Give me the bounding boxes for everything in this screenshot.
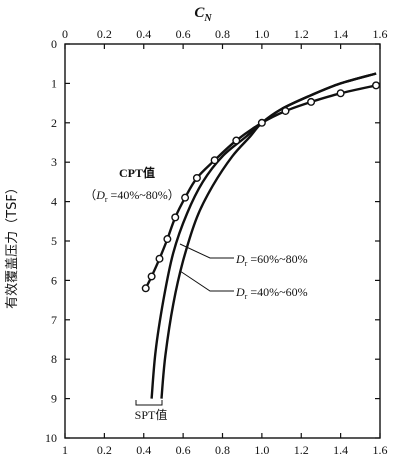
cpt-point [155,254,164,263]
cpt-point [336,89,345,98]
cpt-point [163,235,172,244]
y-tick-label: 3 [51,155,57,169]
y-tick-label: 6 [51,273,57,287]
x-top-tick-label: 1.4 [333,27,348,41]
x-bottom-tick-label: 1 [62,443,68,457]
x-top-tick-label: 1.2 [294,27,309,41]
x-bottom-tick-label: 1.2 [294,443,309,457]
x-bottom-tick-label: 0.6 [176,443,191,457]
y-axis-title: 有效覆盖压力（TSF） [5,181,20,309]
plot-frame [64,43,381,439]
x-top-tick-label: 1.6 [373,27,388,41]
y-tick-label: 7 [51,313,57,327]
y-tick-label: 9 [51,392,57,406]
x-top-tick-label: 0.8 [215,27,230,41]
cpt-point [281,106,290,115]
cpt-point [141,284,150,293]
cpt-point [171,213,180,222]
x-bottom-tick-label: 0.8 [215,443,230,457]
dr-40-60-curve [160,72,377,399]
cpt-label: CPT值 [119,165,155,180]
x-top-tick-label: 0.2 [97,27,112,41]
axis-ticks: 0 1 0.2 0.2 0.4 0.4 0.6 0.6 0.8 0.8 1.0 1.0 1.2 1.2 1.… [45,27,388,457]
d60-80-label: Dr =60%~80% [235,252,308,268]
cpt-sublabel: （Dr =40%~80%） [84,188,180,204]
spt-label: SPT值 [135,407,168,422]
x-top-tick-label: 0 [62,27,68,41]
cpt-point [181,193,190,202]
x-top-tick-label: 0.4 [136,27,151,41]
x-top-tick-label: 1.0 [254,27,269,41]
x-axis-title: CN [194,5,212,24]
d40-60-label: Dr =40%~60% [235,285,308,301]
y-tick-label: 10 [45,431,57,445]
x-bottom-tick-label: 0.2 [97,443,112,457]
cpt-point [232,136,241,145]
y-tick-label: 4 [51,195,57,209]
y-tick-label: 2 [51,116,57,130]
x-axis-title-sub: N [203,13,212,24]
x-bottom-tick-label: 1.0 [254,443,269,457]
x-bottom-tick-label: 0.4 [136,443,151,457]
leader-60-80 [179,243,234,259]
y-tick-label: 5 [51,234,57,248]
leader-40-60 [179,270,234,292]
spt-bracket [135,400,163,406]
cpt-point [210,156,219,165]
x-top-tick-label: 0.6 [176,27,191,41]
x-bottom-tick-label: 1.4 [333,443,348,457]
cpt-point [307,97,316,106]
x-bottom-tick-label: 1.6 [373,443,388,457]
cpt-point [372,81,381,90]
cpt-point [257,118,266,127]
cpt-point [147,272,156,281]
y-tick-label: 0 [51,37,57,51]
y-tick-label: 1 [51,76,57,90]
cpt-point [192,173,201,182]
y-tick-label: 8 [51,352,57,366]
